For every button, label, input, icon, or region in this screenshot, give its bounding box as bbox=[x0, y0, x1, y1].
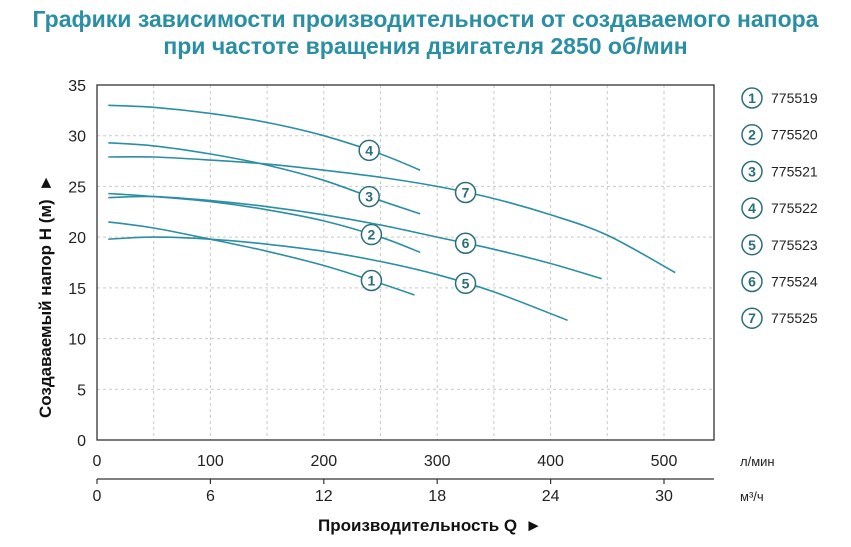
legend-marker-5 bbox=[741, 234, 763, 256]
curve-marker-3 bbox=[358, 185, 380, 208]
legend-marker-label: 1 bbox=[748, 90, 756, 106]
legend-marker-6 bbox=[741, 270, 763, 293]
legend-item-label: 775524 bbox=[771, 274, 818, 290]
curve-marker-1 bbox=[360, 269, 383, 292]
legend-item-label: 775523 bbox=[771, 237, 818, 253]
curve-marker-label: 4 bbox=[365, 142, 373, 158]
legend-marker-label: 5 bbox=[748, 237, 756, 253]
y-tick-labels: 0 5 10 15 20 25 30 35 bbox=[68, 78, 86, 450]
x-tick-labels-primary: 0 100 200 300 400 500 bbox=[93, 453, 678, 470]
y-axis-title-text: Создаваемый напор H (м) bbox=[36, 199, 55, 418]
y-tick-label: 30 bbox=[68, 129, 86, 146]
legend-marker-label: 7 bbox=[748, 310, 756, 326]
curve-775522 bbox=[108, 104, 421, 171]
legend-marker-3 bbox=[741, 160, 763, 183]
x-tick-label-secondary: 0 bbox=[93, 488, 102, 505]
x-tick-label-primary: 200 bbox=[310, 453, 337, 470]
x-tick-label-secondary: 12 bbox=[315, 488, 333, 505]
curve-marker-5 bbox=[454, 272, 477, 295]
curve-marker-label: 6 bbox=[462, 235, 470, 251]
grid bbox=[97, 85, 714, 440]
legend-marker-2 bbox=[741, 123, 763, 146]
legend-marker-label: 3 bbox=[748, 163, 756, 179]
x-tick-label-secondary: 6 bbox=[206, 488, 215, 505]
y-axis-arrow: ► bbox=[36, 174, 55, 191]
curve-775521 bbox=[108, 142, 421, 215]
plot-frame bbox=[96, 84, 715, 441]
x-tick-label-primary: 100 bbox=[197, 453, 224, 470]
y-axis-title: Создаваемый напор H (м) ► bbox=[36, 174, 55, 418]
y-tick-label: 5 bbox=[77, 382, 86, 399]
x-tick-label-secondary: 30 bbox=[655, 488, 673, 505]
curve-marker-label: 5 bbox=[462, 275, 470, 291]
curve-marker-label: 3 bbox=[365, 189, 373, 205]
legend-item-label: 775519 bbox=[771, 90, 818, 106]
curve-marker-label: 2 bbox=[368, 227, 376, 243]
y-tick-label: 25 bbox=[68, 179, 86, 196]
x-unit-primary: л/мин bbox=[740, 454, 775, 469]
y-tick-label: 0 bbox=[77, 433, 86, 450]
legend-item-label: 775525 bbox=[771, 310, 818, 326]
legend-marker-4 bbox=[741, 197, 763, 219]
y-tick-label: 35 bbox=[68, 78, 86, 95]
legend: 1 775519 2 775520 3 775521 4 775522 5 775523 6 7755… bbox=[741, 87, 818, 329]
legend-item-label: 775522 bbox=[771, 200, 818, 216]
curve-marker-2 bbox=[360, 223, 383, 246]
x-axis-arrow: ► bbox=[525, 516, 542, 535]
curves: 1 2 3 4 5 6 7 bbox=[108, 104, 676, 322]
legend-marker-7 bbox=[741, 307, 763, 329]
x-tick-label-primary: 400 bbox=[537, 453, 564, 470]
curve-marker-7 bbox=[454, 181, 477, 204]
x-tick-label-primary: 500 bbox=[651, 453, 678, 470]
curve-marker-label: 7 bbox=[462, 185, 470, 201]
x-unit-secondary: м³/ч bbox=[740, 489, 764, 504]
y-tick-label: 10 bbox=[68, 332, 86, 349]
x-tick-label-secondary: 24 bbox=[542, 488, 560, 505]
curve-marker-4 bbox=[358, 139, 380, 162]
curve-marker-label: 1 bbox=[368, 273, 376, 289]
legend-item-label: 775520 bbox=[771, 127, 818, 143]
legend-marker-label: 4 bbox=[748, 200, 756, 216]
x-tick-label-secondary: 18 bbox=[428, 488, 446, 505]
legend-item-label: 775521 bbox=[771, 163, 818, 179]
curve-marker-6 bbox=[454, 232, 477, 254]
chart-title-line1: Графики зависимости производительности о… bbox=[32, 6, 819, 32]
legend-marker-label: 2 bbox=[748, 127, 756, 143]
curve-775525 bbox=[108, 155, 676, 274]
x-tick-labels-secondary: 0 6 12 18 24 30 bbox=[93, 479, 673, 505]
curve-775523 bbox=[108, 236, 568, 322]
legend-marker-label: 6 bbox=[748, 274, 756, 290]
x-axis-title-text: Производительность Q bbox=[318, 516, 517, 535]
x-axis-title: Производительность Q ► bbox=[318, 516, 542, 535]
x-tick-label-primary: 0 bbox=[93, 453, 102, 470]
y-tick-label: 20 bbox=[68, 230, 86, 247]
legend-marker-1 bbox=[741, 87, 763, 109]
x-tick-label-primary: 300 bbox=[424, 453, 451, 470]
chart-title-line2: при частоте вращения двигателя 2850 об/м… bbox=[163, 33, 688, 59]
y-tick-label: 15 bbox=[68, 281, 86, 298]
curve-775524 bbox=[108, 195, 602, 280]
